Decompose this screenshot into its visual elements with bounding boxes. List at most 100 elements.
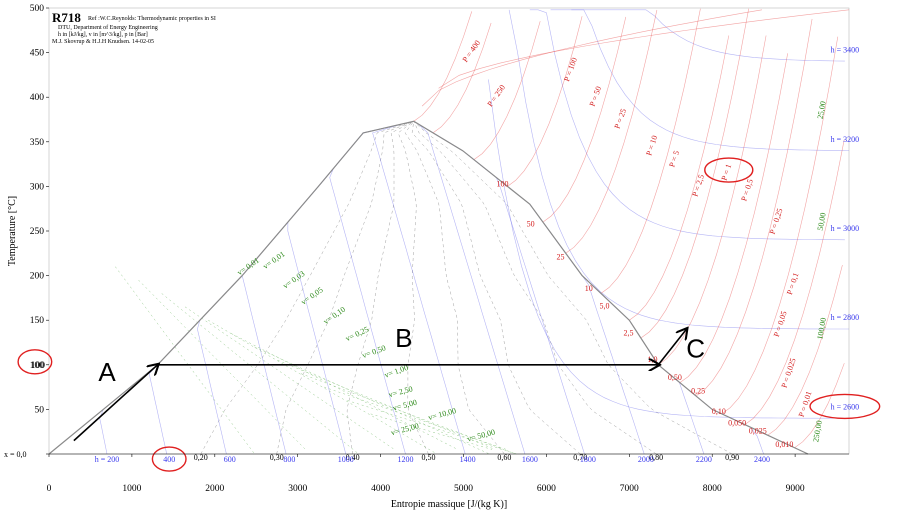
highlight-circle	[704, 157, 754, 183]
x-axis-label: Entropie massique [J/(kg K)]	[391, 499, 507, 510]
chart-subtitle-4: M.J. Skovrup & H.J.H Knudsen. 14-02-05	[52, 39, 154, 45]
enthalpy-label: 1400	[460, 455, 476, 464]
isobar-line	[640, 8, 749, 339]
enthalpy-label: 2000	[638, 455, 654, 464]
isochor-line	[277, 360, 496, 450]
pressure-label: 100	[496, 179, 508, 188]
enthalpy-label: h = 3200	[831, 135, 860, 144]
volume-label: 250,00	[811, 420, 824, 443]
quality-line	[413, 121, 657, 455]
isochor-line	[300, 373, 516, 455]
quality-label: 0,80	[649, 453, 663, 462]
isochor-line	[115, 266, 255, 455]
state-label: A	[98, 357, 116, 387]
enthalpy-label: h = 2600	[831, 402, 860, 411]
x-tick-label: 0	[47, 484, 52, 494]
highlighted-y-label: 100	[31, 361, 46, 371]
isobar-line	[744, 139, 845, 425]
enthalpy-label: 2400	[754, 455, 770, 464]
pressure-label: 0,50	[668, 373, 682, 382]
volume-label: 100,00	[815, 317, 828, 340]
pressure-label: 5,0	[599, 302, 609, 311]
x-tick-label: 2000	[205, 484, 224, 494]
quality-label: 0,70	[573, 453, 587, 462]
quality-label: 0,90	[725, 453, 739, 462]
isochor-line	[231, 333, 458, 450]
quality-label: 0,20	[194, 453, 208, 462]
y-tick-label: 500	[30, 4, 45, 14]
process-segment	[73, 365, 158, 442]
quality-label: 0,60	[497, 453, 511, 462]
axes: 0 1000 2000 3000 4000 5000 6000 7000 8000 9000 50 1…	[30, 4, 849, 494]
x-tick-label: 4000	[371, 484, 390, 494]
y-tick-label: 100	[30, 361, 45, 371]
enthalpy-line-superheat	[529, 9, 845, 241]
pressure-label: 25	[557, 253, 565, 262]
isochor-line	[184, 306, 395, 450]
process-path: A B C 100	[17, 157, 881, 472]
isobar-line	[695, 18, 813, 397]
y-tick-label: 400	[30, 93, 45, 103]
enthalpy-line-superheat	[571, 9, 845, 62]
volume-label: 25,00	[816, 100, 828, 119]
x-tick-label: 6000	[537, 484, 556, 494]
quality-line	[200, 121, 414, 455]
enthalpy-line	[418, 123, 585, 455]
isobar-line	[629, 35, 730, 321]
isochor-line	[161, 293, 359, 455]
y-tick-label: 250	[30, 227, 45, 237]
y-tick-label: 350	[30, 138, 45, 148]
isochor-line	[208, 319, 438, 455]
isobar-line	[565, 9, 658, 254]
isobar-line	[794, 363, 845, 449]
isobar-line	[721, 36, 839, 415]
pressure-label: 1,0	[648, 355, 658, 364]
chart-title-box: R718 Ref :W.C.Reynolds: Thermodynamic pr…	[51, 10, 216, 45]
quality-line	[397, 121, 429, 455]
enthalpy-label: 1000	[338, 455, 354, 464]
enthalpy-label: h = 200	[95, 455, 120, 464]
enthalpy-label: 600	[224, 455, 236, 464]
y-tick-label: 450	[30, 49, 45, 59]
quality-zero-label: x = 0,0	[4, 450, 27, 459]
enthalpy-label: 1200	[397, 455, 413, 464]
isobar-line	[542, 16, 627, 223]
pressure-label: 0,025	[749, 426, 767, 435]
y-tick-label: 50	[35, 405, 45, 415]
enthalpy-label: h = 3400	[831, 46, 860, 55]
highlight-circle	[17, 349, 53, 375]
state-label: C	[686, 334, 705, 364]
pressure-label: 0,010	[775, 440, 793, 449]
state-label: B	[395, 323, 412, 353]
quality-label: 0,40	[346, 453, 360, 462]
enthalpy-line-superheat	[550, 9, 850, 151]
enthalpy-line	[329, 123, 406, 455]
quality-label: 0,30	[270, 453, 284, 462]
enthalpy-line	[372, 123, 466, 455]
enthalpy-label: 800	[283, 455, 295, 464]
pressure-label: 0,25	[691, 386, 705, 395]
chart-subtitle-2: DTU, Department of Energy Engineering	[58, 24, 158, 31]
pressure-label: 50	[527, 220, 535, 229]
enthalpy-line-superheat	[508, 9, 849, 330]
x-tick-label: 7000	[620, 484, 639, 494]
isobar-line	[767, 265, 843, 436]
highlight-circle	[809, 393, 881, 420]
x-tick-label: 1000	[122, 484, 141, 494]
x-tick-label: 3000	[288, 484, 307, 494]
y-tick-label: 150	[30, 316, 45, 326]
pressure-label: 0,10	[712, 407, 726, 416]
isochor-line	[370, 413, 493, 450]
isochor-line	[324, 386, 507, 450]
quality-line	[404, 121, 505, 455]
enthalpy-label: 1800	[580, 455, 596, 464]
quality-line	[276, 121, 414, 455]
isobar-line	[507, 16, 583, 187]
quality-line	[346, 121, 414, 455]
x-tick-label: 9000	[786, 484, 805, 494]
pressure-label: 2,5	[623, 328, 633, 337]
pressure-label: 10	[585, 284, 593, 293]
chart-subtitle-1: Ref :W.C.Reynolds: Thermodynamic propert…	[88, 15, 216, 22]
x-tick-label: 5000	[454, 484, 473, 494]
